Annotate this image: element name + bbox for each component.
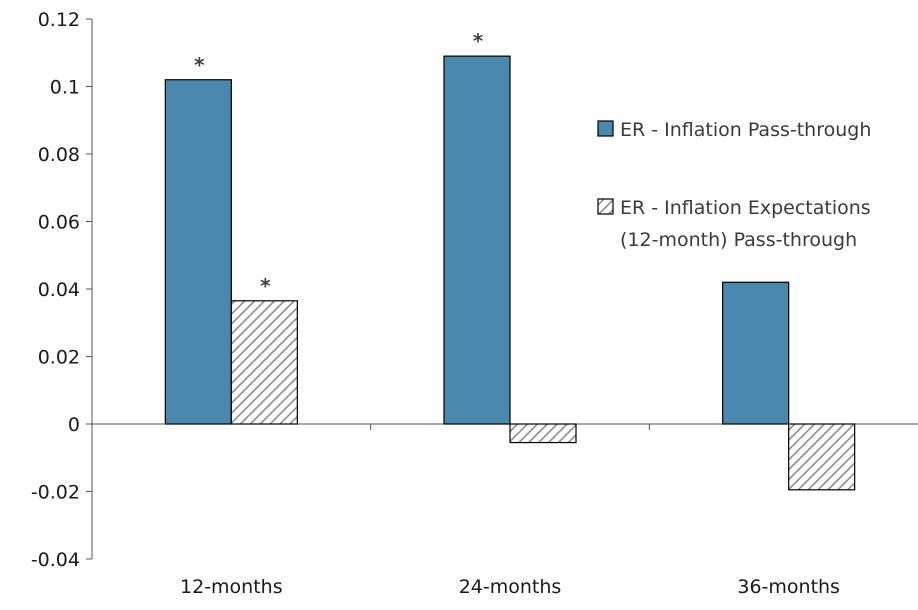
y-tick-label: 0.02 [38,347,80,369]
significance-star: * [194,53,205,77]
legend-label-2: ER - Inflation Expectations [620,197,871,219]
bar-series2-24-months [509,423,577,444]
y-tick-label: -0.02 [31,482,80,504]
bar-series2-12-months [230,300,298,425]
y-tick-label: 0.1 [50,77,80,99]
legend-label-1: ER - Inflation Pass-through [620,119,871,141]
bar-series2-36-months [788,423,856,491]
y-tick-label: 0 [68,414,80,436]
legend-swatch-2 [597,198,614,215]
y-tick-label: 0.12 [38,9,80,31]
y-tick-label: -0.04 [31,549,80,571]
y-tick-label: 0.04 [38,279,80,301]
bar-series1-36-months [722,281,790,425]
legend-label-2: (12-month) Pass-through [620,229,857,251]
x-category-label: 12-months [180,576,283,598]
y-tick-label: 0.06 [38,212,80,234]
bar-series1-24-months [443,55,511,425]
significance-star: * [260,274,271,298]
x-category-label: 36-months [737,576,840,598]
bar-series1-12-months [164,79,232,425]
x-category-label: 24-months [459,576,562,598]
legend-swatch-1 [597,120,614,137]
y-tick-label: 0.08 [38,144,80,166]
significance-star: * [473,29,484,53]
